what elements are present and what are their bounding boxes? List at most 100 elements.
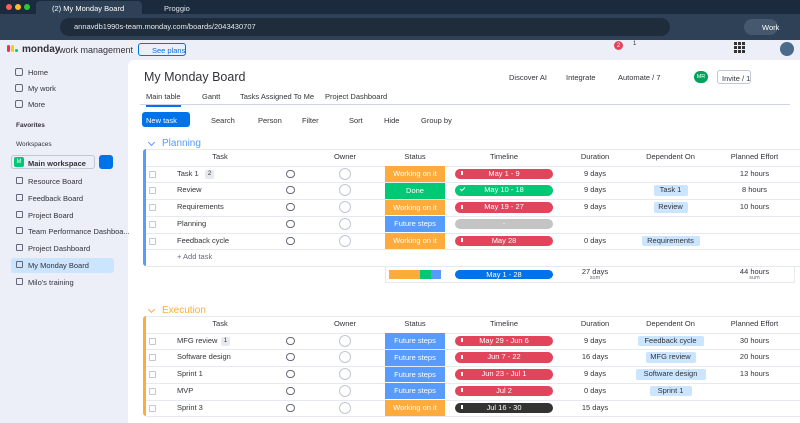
update-icon[interactable] xyxy=(286,169,295,178)
invite[interactable]: Invite / 1 xyxy=(717,70,751,84)
tool[interactable]: Filter xyxy=(302,116,319,125)
row-line xyxy=(146,199,800,201)
owner-avatar[interactable] xyxy=(339,201,351,214)
dependency[interactable]: Task 1 xyxy=(653,185,688,197)
tool[interactable]: Person xyxy=(258,116,282,125)
owner-avatar[interactable] xyxy=(339,167,351,180)
view-tab[interactable]: Tasks Assigned To Me xyxy=(240,92,315,101)
nav-item[interactable]: More xyxy=(28,100,46,109)
board-link[interactable]: My Monday Board xyxy=(28,261,89,270)
checkbox[interactable] xyxy=(149,187,156,195)
owner-avatar[interactable] xyxy=(339,334,351,347)
subitem-count: 2 xyxy=(205,169,214,179)
view-tab[interactable]: Main table xyxy=(146,92,181,107)
profile[interactable]: Work xyxy=(744,19,779,35)
board-link[interactable]: Team Performance Dashboa... xyxy=(28,227,130,237)
task-name[interactable]: Sprint 1 xyxy=(177,369,203,379)
task-name[interactable]: Feedback cycle xyxy=(177,235,230,245)
column-header: Timeline xyxy=(489,319,519,328)
update-icon[interactable] xyxy=(286,236,295,245)
owner-avatar[interactable] xyxy=(339,368,351,381)
group-bar xyxy=(143,316,146,417)
task-name[interactable]: Sprint 3 xyxy=(177,402,203,412)
dependency[interactable]: Sprint 1 xyxy=(649,385,692,397)
board-link[interactable]: Resource Board xyxy=(28,177,83,186)
board-icon xyxy=(16,277,23,285)
board-action[interactable]: Discover AI xyxy=(509,73,547,82)
column-header: Planned Effort xyxy=(730,319,779,328)
update-icon[interactable] xyxy=(286,403,295,412)
checkbox[interactable] xyxy=(149,337,156,345)
address-bar[interactable]: annavdb1990s-team.monday.com/boards/2043… xyxy=(60,18,670,36)
checkbox[interactable] xyxy=(149,404,156,412)
see-plans[interactable]: See plans xyxy=(138,43,186,56)
task-name[interactable]: MFG review xyxy=(177,335,218,345)
update-icon[interactable] xyxy=(286,353,295,362)
update-icon[interactable] xyxy=(286,219,295,228)
task-name[interactable]: Requirements xyxy=(177,202,224,212)
owner-avatar[interactable] xyxy=(339,401,351,414)
checkbox[interactable] xyxy=(149,387,156,395)
update-icon[interactable] xyxy=(286,186,295,195)
tool[interactable]: Sort xyxy=(349,116,363,125)
workspace[interactable]: Main workspace xyxy=(11,155,95,169)
nav-item[interactable]: My work xyxy=(28,84,56,93)
update-icon[interactable] xyxy=(286,203,295,212)
board-action[interactable]: Automate / 7 xyxy=(618,73,661,82)
section: Workspaces xyxy=(16,141,52,148)
board-link[interactable]: Project Board xyxy=(28,210,74,220)
min-dot[interactable] xyxy=(15,4,21,10)
task-name[interactable]: MVP xyxy=(177,385,194,395)
board-link[interactable]: Feedback Board xyxy=(28,193,84,203)
duration: 16 days xyxy=(581,352,609,362)
group-bar xyxy=(143,149,146,266)
add-task[interactable]: + Add task xyxy=(177,252,213,262)
owner-avatar[interactable] xyxy=(339,184,351,197)
board-link[interactable]: Project Dashboard xyxy=(28,244,91,254)
dependency[interactable]: Feedback cycle xyxy=(637,335,704,347)
column-header: Task xyxy=(212,319,228,328)
checkbox[interactable] xyxy=(149,220,156,228)
nav-item[interactable]: Home xyxy=(28,68,49,77)
checkbox[interactable] xyxy=(149,170,156,178)
view-tab[interactable]: Project Dashboard xyxy=(325,92,388,101)
apps-icon[interactable] xyxy=(734,42,745,53)
task-name[interactable]: Software design xyxy=(177,352,231,362)
owner-avatar[interactable] xyxy=(339,234,351,247)
group-title[interactable]: Execution xyxy=(162,305,206,316)
checkbox[interactable] xyxy=(149,237,156,245)
nav-icon xyxy=(15,68,23,76)
task-name[interactable]: Planning xyxy=(177,218,207,228)
update-icon[interactable] xyxy=(286,386,295,395)
dependency[interactable]: MFG review xyxy=(645,352,696,364)
owner-avatar[interactable] xyxy=(339,351,351,364)
tool[interactable]: Search xyxy=(211,116,235,125)
dependency[interactable]: Requirements xyxy=(641,235,700,247)
tool[interactable]: Group by xyxy=(421,116,452,125)
checkbox[interactable] xyxy=(149,204,156,212)
checkbox[interactable] xyxy=(149,354,156,362)
tool[interactable]: Hide xyxy=(384,116,400,125)
update-icon[interactable] xyxy=(286,336,295,345)
view-tab[interactable]: Gantt xyxy=(202,92,221,101)
board-title: My Monday Board xyxy=(144,70,246,84)
owner-avatar[interactable] xyxy=(339,217,351,230)
checkbox[interactable] xyxy=(149,371,156,379)
tab[interactable]: (2) My Monday Board xyxy=(36,1,142,14)
task-name[interactable]: Review xyxy=(177,185,202,195)
add-button[interactable] xyxy=(99,155,113,169)
timeline: Jun 7 - 22 xyxy=(455,352,553,364)
user-avatar[interactable] xyxy=(780,42,794,56)
owner-avatar[interactable] xyxy=(339,384,351,397)
board-link[interactable]: Milo's training xyxy=(28,277,74,287)
max-dot[interactable] xyxy=(24,4,30,10)
update-icon[interactable] xyxy=(286,370,295,379)
group-title[interactable]: Planning xyxy=(162,138,201,149)
board-action[interactable]: Integrate xyxy=(566,73,596,82)
dependency[interactable]: Review xyxy=(653,202,688,213)
close-dot[interactable] xyxy=(6,4,12,10)
tab[interactable]: Proggio xyxy=(164,4,190,13)
new-task[interactable]: New task xyxy=(142,112,190,127)
dependency[interactable]: Software design xyxy=(635,369,706,380)
task-name[interactable]: Task 1 xyxy=(177,168,199,178)
